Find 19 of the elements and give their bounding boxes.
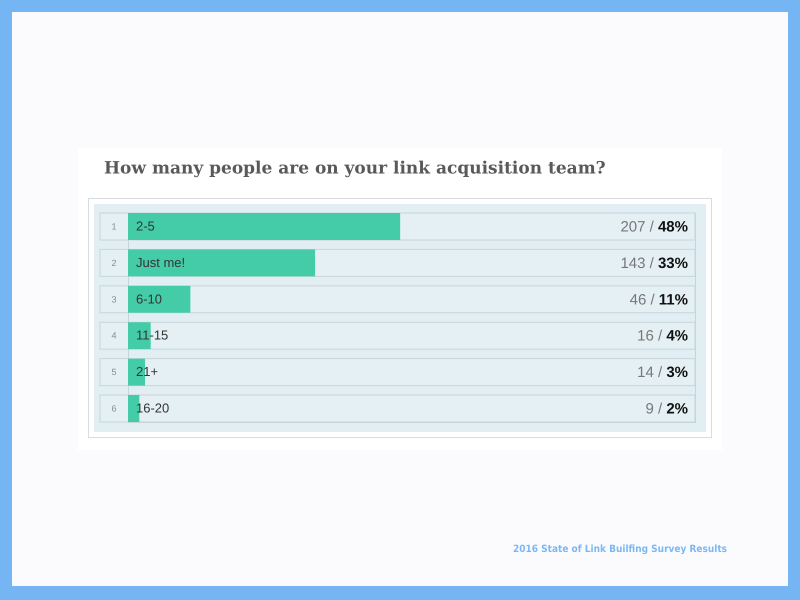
data-label: 16 / 4% <box>637 328 688 345</box>
text: 4 <box>111 330 117 341</box>
text: 2016 State of Link Builfing Survey Results <box>513 544 727 555</box>
y-tick-label: 6-10 <box>136 291 162 306</box>
chart-title: How many people are on your link acquisition team? <box>104 158 606 178</box>
text: 1 <box>111 221 117 232</box>
bar <box>128 249 316 276</box>
data-label: 143 / 33% <box>620 254 688 272</box>
y-tick-label: 2-5 <box>136 218 155 234</box>
data-label: 14 / 3% <box>637 364 688 382</box>
data-label: 46 / 11% <box>630 291 688 308</box>
text: 6 <box>111 404 117 414</box>
y-tick-label: Just me! <box>136 254 186 270</box>
text: 5 <box>111 367 117 378</box>
bar <box>128 286 190 313</box>
text: 2 <box>111 258 117 268</box>
text: 3 <box>111 294 117 304</box>
data-label: 9 / 2% <box>645 400 688 418</box>
data-label: 207 / 48% <box>620 218 688 236</box>
